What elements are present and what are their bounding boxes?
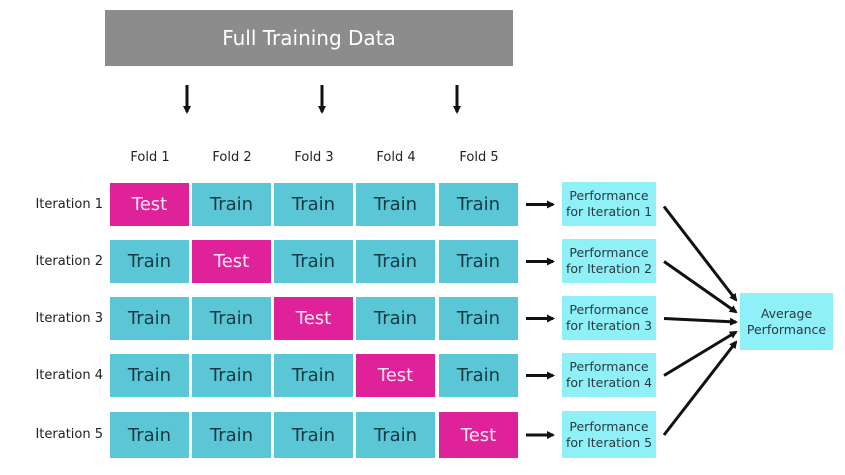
performance-box: Performance for Iteration 1 [562,182,656,226]
train-cell: Train [356,183,435,226]
fold-label: Fold 2 [212,150,252,165]
train-cell: Train [192,354,271,397]
to-average-arrow-icon [663,317,738,326]
full-training-data-bar: Full Training Data [105,10,513,66]
iteration-label: Iteration 2 [35,253,103,269]
train-cell: Train [192,412,271,458]
average-performance-box: Average Performance [740,293,833,350]
fold-label: Fold 3 [294,150,334,165]
performance-box: Performance for Iteration 5 [562,411,656,458]
iteration-label: Iteration 5 [35,427,103,442]
performance-box: Performance for Iteration 3 [562,296,656,340]
fold-label: Fold 1 [130,150,170,165]
test-cell: Test [192,240,271,283]
train-cell: Train [192,183,271,226]
train-cell: Train [110,354,189,397]
to-average-arrow-icon [662,205,738,302]
to-average-arrow-icon [663,260,738,314]
train-cell: Train [274,354,353,397]
train-cell: Train [356,240,435,283]
iteration-label: Iteration 3 [35,310,103,326]
train-cell: Train [439,297,518,340]
train-cell: Train [356,412,435,458]
train-cell: Train [110,297,189,340]
train-cell: Train [439,240,518,283]
to-average-arrow-icon [662,340,738,436]
test-cell: Test [274,297,353,340]
iteration-label: Iteration 4 [35,367,103,383]
train-cell: Train [274,183,353,226]
iteration-label: Iteration 1 [35,196,103,212]
test-cell: Test [356,354,435,397]
fold-label: Fold 5 [459,150,499,165]
train-cell: Train [192,297,271,340]
fold-label: Fold 4 [376,150,416,165]
train-cell: Train [110,240,189,283]
train-cell: Train [274,240,353,283]
train-cell: Train [439,183,518,226]
to-average-arrow-icon [663,330,738,377]
performance-box: Performance for Iteration 4 [562,353,656,397]
train-cell: Train [356,297,435,340]
train-cell: Train [439,354,518,397]
train-cell: Train [274,412,353,458]
test-cell: Test [110,183,189,226]
test-cell: Test [439,412,518,458]
train-cell: Train [110,412,189,458]
performance-box: Performance for Iteration 2 [562,239,656,283]
